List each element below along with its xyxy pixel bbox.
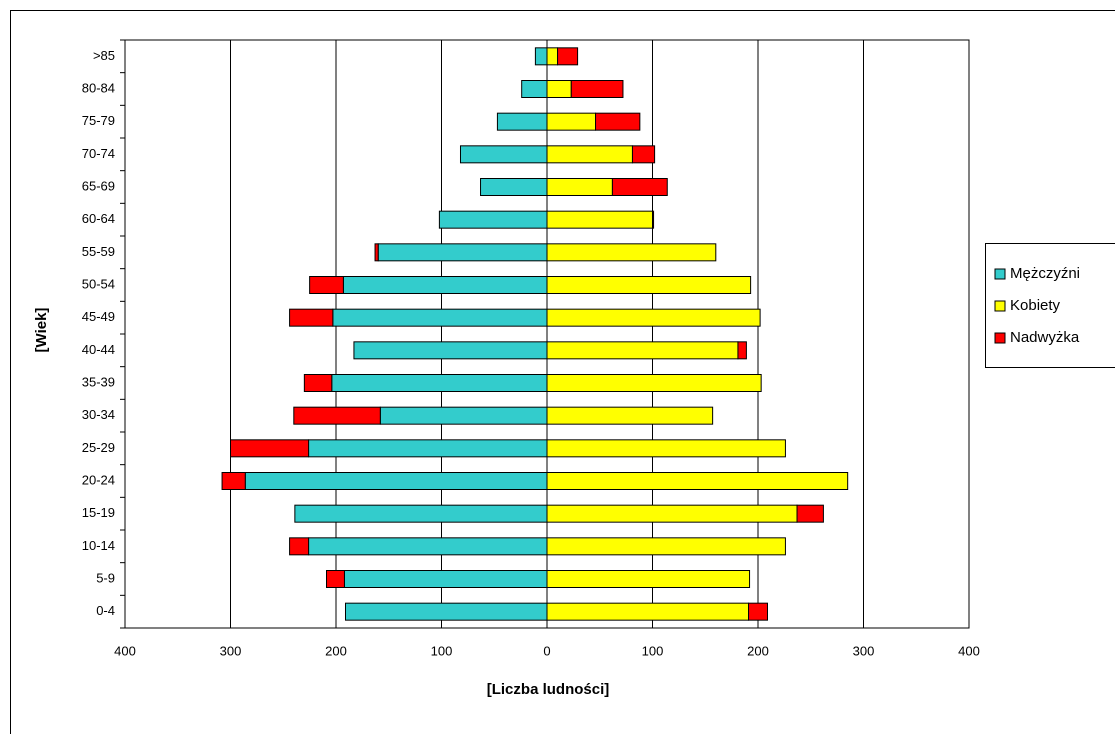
bar	[595, 112, 641, 131]
bar	[546, 537, 786, 556]
bar	[289, 537, 310, 556]
legend-swatch	[994, 268, 1006, 280]
x-tick-label: 300	[853, 643, 875, 658]
bar	[546, 374, 762, 392]
x-tick-label: 200	[325, 643, 347, 658]
bar	[521, 80, 548, 98]
x-tick-label: 100	[431, 643, 453, 658]
bar	[546, 439, 786, 458]
bar	[308, 439, 548, 458]
bar	[438, 210, 548, 229]
bar	[652, 210, 655, 229]
bar	[534, 47, 548, 66]
y-tick-label: 55-59	[82, 244, 115, 259]
bar	[303, 374, 333, 392]
y-tick-label: 25-29	[82, 440, 115, 455]
x-tick-label: 200	[747, 643, 769, 658]
bar	[748, 602, 768, 621]
bar	[737, 341, 747, 360]
bar	[546, 276, 752, 294]
bar	[496, 112, 548, 131]
bar	[546, 341, 739, 360]
bar	[546, 472, 849, 490]
bar	[459, 145, 548, 164]
y-axis-title: [Wiek]	[33, 308, 50, 353]
bar	[480, 178, 548, 196]
bar	[342, 276, 548, 294]
bar	[289, 308, 334, 327]
y-tick-label: 80-84	[82, 80, 115, 95]
y-tick-label: 0-4	[96, 603, 115, 618]
bar	[344, 602, 548, 621]
x-tick-label: 100	[642, 643, 664, 658]
y-tick-label: 60-64	[82, 211, 115, 226]
bar	[546, 504, 798, 523]
bar	[546, 406, 714, 425]
bar	[332, 308, 548, 327]
bar	[374, 243, 379, 262]
bar	[353, 341, 548, 360]
bar	[546, 178, 613, 196]
y-tick-label: 10-14	[82, 538, 115, 553]
bar	[379, 406, 548, 425]
bar	[546, 210, 653, 229]
bar	[309, 276, 344, 294]
legend-label: Kobiety	[1010, 297, 1061, 314]
bar	[611, 178, 668, 196]
bar	[293, 406, 381, 425]
bar	[326, 570, 345, 588]
x-tick-label: 0	[543, 643, 550, 658]
bar	[343, 570, 548, 588]
y-tick-label: 40-44	[82, 342, 115, 357]
y-tick-label: 45-49	[82, 309, 115, 324]
bar	[546, 243, 717, 262]
bar	[546, 308, 761, 327]
bar	[230, 439, 310, 458]
y-tick-label: 20-24	[82, 472, 115, 487]
bar	[331, 374, 548, 392]
bar	[244, 472, 548, 490]
legend-swatch	[994, 300, 1006, 312]
bar	[557, 47, 579, 66]
bar	[546, 112, 597, 131]
y-tick-label: 75-79	[82, 113, 115, 128]
x-tick-label: 400	[958, 643, 980, 658]
bar	[294, 504, 548, 523]
bar	[546, 47, 559, 66]
bar	[377, 243, 548, 262]
x-tick-label: 300	[220, 643, 242, 658]
bar	[546, 570, 751, 588]
bar	[631, 145, 656, 164]
x-axis-title: [Liczba ludności]	[487, 681, 610, 698]
y-tick-label: 15-19	[82, 505, 115, 520]
y-tick-label: 70-74	[82, 146, 115, 161]
legend	[985, 243, 1115, 368]
y-tick-label: 5-9	[96, 570, 115, 585]
legend-label: Mężczyźni	[1010, 265, 1080, 282]
x-tick-label: 400	[114, 643, 136, 658]
bar	[546, 602, 750, 621]
y-tick-label: 35-39	[82, 374, 115, 389]
bar	[308, 537, 548, 556]
y-tick-label: 65-69	[82, 178, 115, 193]
legend-label: Nadwyżka	[1010, 329, 1080, 346]
bar	[221, 472, 246, 490]
y-tick-label: >85	[93, 48, 115, 63]
legend-swatch	[994, 332, 1006, 344]
y-tick-label: 30-34	[82, 407, 115, 422]
bar	[570, 80, 624, 98]
y-tick-label: 50-54	[82, 276, 115, 291]
bar	[546, 145, 633, 164]
bar	[796, 504, 824, 523]
bar	[546, 80, 572, 98]
